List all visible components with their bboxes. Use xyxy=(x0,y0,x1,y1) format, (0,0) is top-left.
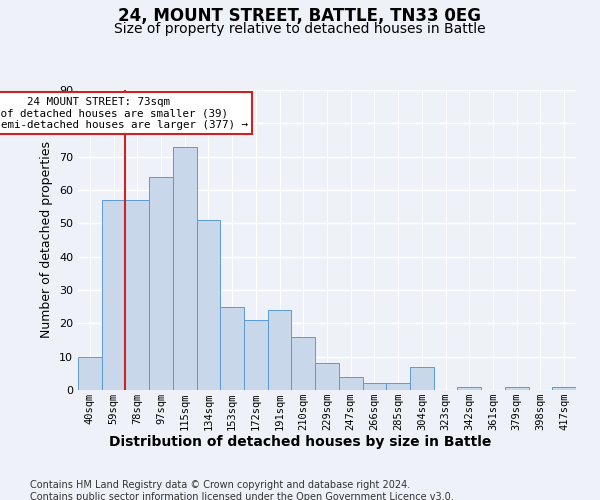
Bar xyxy=(173,146,197,390)
Bar xyxy=(292,336,315,390)
Y-axis label: Number of detached properties: Number of detached properties xyxy=(40,142,53,338)
Bar xyxy=(268,310,292,390)
Bar xyxy=(78,356,102,390)
Bar xyxy=(339,376,362,390)
Bar xyxy=(410,366,434,390)
Bar xyxy=(125,200,149,390)
Text: Size of property relative to detached houses in Battle: Size of property relative to detached ho… xyxy=(114,22,486,36)
Bar xyxy=(505,386,529,390)
Bar xyxy=(552,386,576,390)
Bar xyxy=(220,306,244,390)
Text: Contains HM Land Registry data © Crown copyright and database right 2024.
Contai: Contains HM Land Registry data © Crown c… xyxy=(30,480,454,500)
Bar xyxy=(457,386,481,390)
Bar xyxy=(315,364,339,390)
Text: Distribution of detached houses by size in Battle: Distribution of detached houses by size … xyxy=(109,435,491,449)
Text: 24 MOUNT STREET: 73sqm
← 9% of detached houses are smaller (39)
91% of semi-deta: 24 MOUNT STREET: 73sqm ← 9% of detached … xyxy=(0,96,248,130)
Bar xyxy=(386,384,410,390)
Bar xyxy=(149,176,173,390)
Bar xyxy=(102,200,125,390)
Bar xyxy=(197,220,220,390)
Text: 24, MOUNT STREET, BATTLE, TN33 0EG: 24, MOUNT STREET, BATTLE, TN33 0EG xyxy=(119,8,482,26)
Bar xyxy=(244,320,268,390)
Bar xyxy=(362,384,386,390)
